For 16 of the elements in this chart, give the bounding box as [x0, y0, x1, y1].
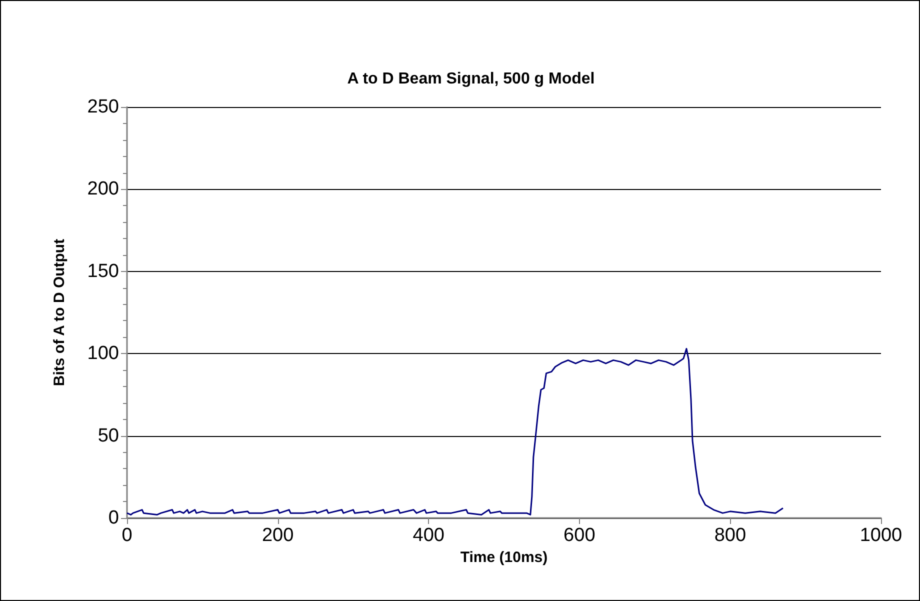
x-tick-label: 400 [412, 525, 444, 546]
x-tick-label: 1000 [860, 525, 902, 546]
y-tick-label: 100 [87, 343, 119, 364]
y-axis-title: Bits of A to D Output [51, 238, 68, 386]
line-series [126, 348, 784, 516]
y-tick-label: 200 [87, 178, 119, 200]
chart-title: A to D Beam Signal, 500 g Model [347, 70, 595, 88]
y-tick-label: 0 [108, 508, 119, 528]
y-tick-label: 250 [87, 96, 119, 118]
x-tick-label: 200 [262, 525, 294, 546]
x-tick-label: 800 [714, 525, 746, 546]
x-tick-label: 0 [122, 525, 132, 546]
x-axis-title: Time (10ms) [460, 548, 548, 566]
y-tick-label: 150 [87, 260, 119, 282]
x-tick-label: 600 [564, 525, 596, 546]
y-tick-label: 50 [98, 425, 119, 446]
